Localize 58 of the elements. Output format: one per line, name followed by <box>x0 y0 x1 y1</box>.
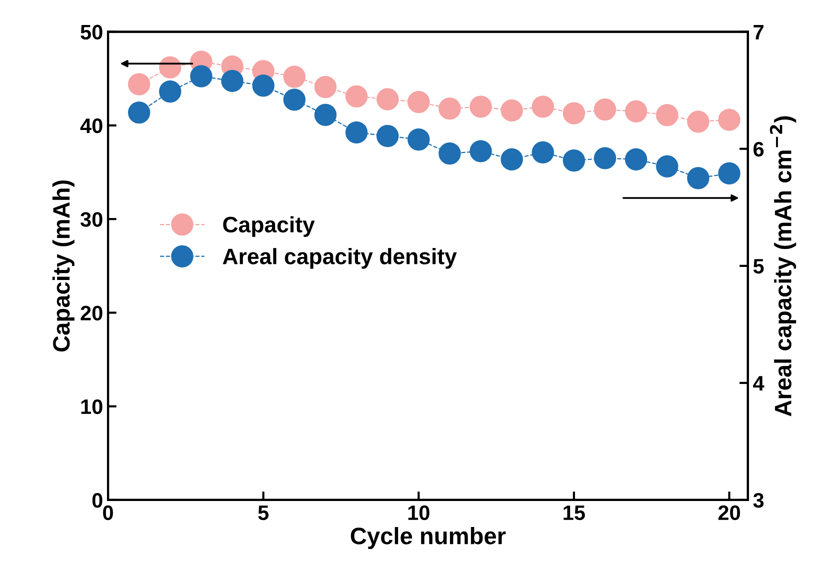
point <box>438 142 461 165</box>
point <box>532 96 554 118</box>
point <box>532 141 554 164</box>
y2-tick-label: 5 <box>753 259 764 274</box>
x-tick-label: 10 <box>408 505 430 520</box>
point <box>687 110 710 133</box>
point <box>128 73 150 96</box>
y-axis-title: Capacity (mAh) <box>52 180 74 352</box>
point <box>438 97 461 120</box>
point <box>470 140 492 162</box>
point <box>314 76 337 98</box>
x-tick-label: 5 <box>258 506 269 520</box>
y2-tick-label: 6 <box>754 142 764 157</box>
point <box>594 98 616 121</box>
point <box>470 96 492 118</box>
point <box>718 108 740 131</box>
y2-tick-label: 4 <box>753 376 764 390</box>
x-tick-label: 15 <box>564 506 585 520</box>
point <box>221 70 244 92</box>
point <box>594 147 616 170</box>
point <box>687 166 710 190</box>
point <box>718 162 740 185</box>
x-tick-label: 20 <box>718 505 740 520</box>
point <box>500 148 523 170</box>
y-tick-label: 40 <box>80 118 102 134</box>
point <box>624 148 648 170</box>
y-tick-label: 50 <box>80 24 102 40</box>
legend-label: Areal capacity density <box>222 248 457 269</box>
point <box>159 56 182 78</box>
point <box>408 90 430 114</box>
point <box>345 85 368 108</box>
point <box>283 88 306 111</box>
point <box>562 102 586 124</box>
point <box>252 74 274 97</box>
point <box>345 121 368 144</box>
point <box>656 155 678 178</box>
y2-tick-label: 3 <box>753 492 764 508</box>
x-axis-title: Cycle number <box>350 527 506 550</box>
x-tick-label: 0 <box>103 505 113 520</box>
point <box>190 65 212 88</box>
point <box>283 66 306 88</box>
legend-label: Capacity <box>223 216 315 237</box>
y2-axis-title: Areal capacity (mAh cm$^{−2}$) <box>770 116 796 416</box>
y-tick-label: 30 <box>80 212 102 227</box>
y-tick-label: 20 <box>80 306 102 320</box>
point <box>376 124 399 148</box>
point <box>562 149 586 172</box>
point <box>500 99 523 122</box>
point <box>314 104 337 126</box>
point <box>376 88 399 110</box>
point <box>128 101 150 124</box>
point <box>656 104 678 126</box>
y-tick-label: 10 <box>81 399 102 414</box>
y2-tick-label: 7 <box>754 25 764 40</box>
y-tick-label: 0 <box>92 492 102 508</box>
point <box>624 100 648 122</box>
point <box>159 80 182 103</box>
point <box>408 128 430 151</box>
